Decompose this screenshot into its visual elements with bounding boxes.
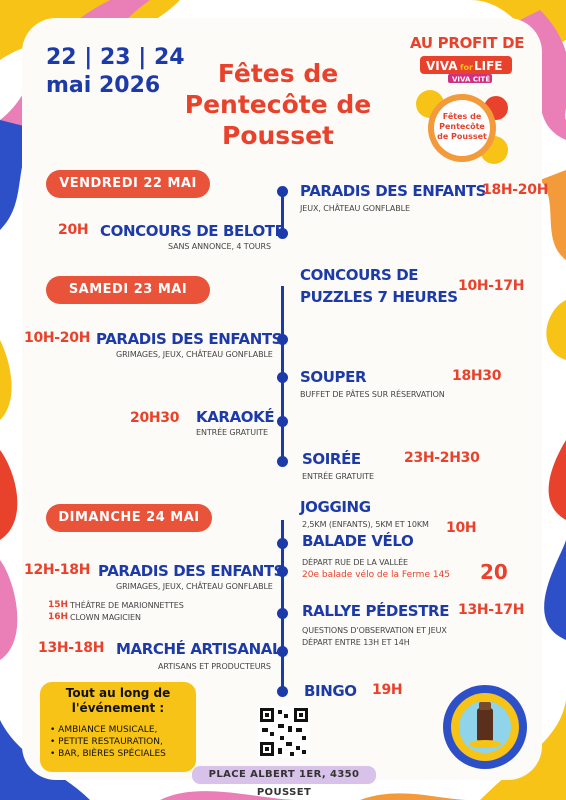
event-subtitle: BUFFET DE PÂTES SUR RÉSERVATION bbox=[300, 390, 445, 399]
event-time: 10H-17H bbox=[458, 278, 525, 294]
detail-text: THÉÂTRE DE MARIONNETTES bbox=[70, 601, 184, 610]
event-subtitle: ARTISANS ET PRODUCTEURS bbox=[158, 662, 271, 671]
event-subtitle: JEUX, CHÂTEAU GONFLABLE bbox=[300, 204, 410, 213]
event-name: PARADIS DES ENFANTS bbox=[300, 182, 487, 200]
anniversary-badge: 20 bbox=[480, 560, 508, 584]
timeline-dot bbox=[277, 646, 288, 657]
day-label-saturday: SAMEDI 23 MAI bbox=[46, 276, 210, 304]
event-subtitle: GRIMAGES, JEUX, CHÂTEAU GONFLABLE bbox=[116, 350, 273, 359]
svg-text:VIVA: VIVA bbox=[426, 59, 458, 73]
event-time: 10H-20H bbox=[24, 330, 91, 346]
timeline-dot bbox=[277, 566, 288, 577]
event-name-line2: PUZZLES 7 HEURES bbox=[300, 288, 458, 306]
all-along-title: Tout au long de l'événement : bbox=[65, 686, 171, 715]
timeline-dot bbox=[277, 456, 288, 467]
dates-days: 22 | 23 | 24 bbox=[46, 45, 185, 70]
sponsor-label: AU PROFIT DE bbox=[410, 34, 525, 52]
dates-month: mai 2026 bbox=[46, 73, 161, 98]
event-time: 20H30 bbox=[130, 410, 180, 426]
qr-code-icon[interactable] bbox=[258, 706, 310, 758]
event-name: SOUPER bbox=[300, 368, 367, 386]
event-time: 13H-17H bbox=[458, 602, 525, 618]
event-name: KARAOKÉ bbox=[196, 408, 275, 426]
day-label-friday: VENDREDI 22 MAI bbox=[46, 170, 210, 198]
event-time: 18H30 bbox=[452, 368, 502, 384]
event-subtitle: 2,5KM (ENFANTS), 5KM ET 10KM bbox=[302, 520, 429, 529]
event-name: PARADIS DES ENFANTS bbox=[98, 562, 285, 580]
event-time: 10H bbox=[446, 520, 477, 536]
event-name: PARADIS DES ENFANTS bbox=[96, 330, 283, 348]
list-item: BAR, BIÈRES SPÉCIALES bbox=[50, 748, 166, 760]
event-time: 19H bbox=[372, 682, 403, 698]
svg-text:for: for bbox=[460, 63, 473, 72]
event-time: 12H-18H bbox=[24, 562, 91, 578]
timeline-dot bbox=[277, 686, 288, 697]
event-subtitle: GRIMAGES, JEUX, CHÂTEAU GONFLABLE bbox=[116, 582, 273, 591]
svg-text:LIFE: LIFE bbox=[474, 59, 503, 73]
sponsor-badge-text: Fêtes de Pentecôte de Pousset bbox=[437, 112, 487, 141]
detail-time: 16H bbox=[48, 612, 69, 622]
event-name: MARCHÉ ARTISANAL bbox=[116, 640, 282, 658]
event-time: 13H-18H bbox=[38, 640, 105, 656]
event-name: BINGO bbox=[304, 682, 357, 700]
address-pill: PLACE ALBERT 1ER, 4350 POUSSET bbox=[192, 766, 376, 798]
event-time: 20H bbox=[58, 222, 89, 238]
event-time: 23H-2H30 bbox=[404, 450, 480, 466]
timeline-sunday bbox=[281, 520, 284, 690]
event-name: BALADE VÉLO bbox=[302, 532, 414, 550]
event-name: SOIRÉE bbox=[302, 450, 361, 468]
event-subtitle: ENTRÉE GRATUITE bbox=[302, 472, 374, 481]
event-extra: 20e balade vélo de la Ferme 145 bbox=[302, 570, 451, 580]
event-subtitle: SANS ANNONCE, 4 TOURS bbox=[168, 242, 271, 251]
event-dates: 22 | 23 | 24 mai 2026 bbox=[46, 44, 185, 100]
all-along-list: AMBIANCE MUSICALE, PETITE RESTAURATION, … bbox=[50, 724, 166, 760]
event-name: CONCOURS DE BELOTE bbox=[100, 222, 285, 240]
page-title: Fêtes de Pentecôte de Pousset bbox=[184, 59, 372, 150]
list-item: AMBIANCE MUSICALE, bbox=[50, 724, 166, 736]
timeline-dot bbox=[277, 416, 288, 427]
svg-text:VIVA CITÉ: VIVA CITÉ bbox=[452, 75, 490, 84]
event-subtitle: DÉPART RUE DE LA VALLÉE bbox=[302, 558, 408, 567]
timeline-dot bbox=[277, 186, 288, 197]
day-label-sunday: DIMANCHE 24 MAI bbox=[46, 504, 212, 532]
sponsor-badge bbox=[416, 90, 508, 164]
event-name: RALLYE PÉDESTRE bbox=[302, 602, 450, 620]
list-item: PETITE RESTAURATION, bbox=[50, 736, 166, 748]
event-subtitle: ENTRÉE GRATUITE bbox=[196, 428, 268, 437]
timeline-dot bbox=[277, 538, 288, 549]
event-name-line1: CONCOURS DE bbox=[300, 266, 419, 284]
detail-time: 15H bbox=[48, 600, 69, 610]
timeline-friday bbox=[281, 188, 284, 232]
viva-for-life-logo: VIVA for LIFE VIVA CITÉ bbox=[420, 56, 512, 84]
seal-logo-icon bbox=[443, 685, 527, 769]
event-subtitle: QUESTIONS D'OBSERVATION ET JEUX bbox=[302, 626, 447, 635]
timeline-dot bbox=[277, 334, 288, 345]
event-name: JOGGING bbox=[300, 498, 371, 516]
timeline-dot bbox=[277, 228, 288, 239]
event-subtitle: DÉPART ENTRE 13H ET 14H bbox=[302, 638, 410, 647]
timeline-dot bbox=[277, 608, 288, 619]
timeline-dot bbox=[277, 372, 288, 383]
detail-text: CLOWN MAGICIEN bbox=[70, 613, 141, 622]
event-time: 18H-20H bbox=[482, 182, 549, 198]
